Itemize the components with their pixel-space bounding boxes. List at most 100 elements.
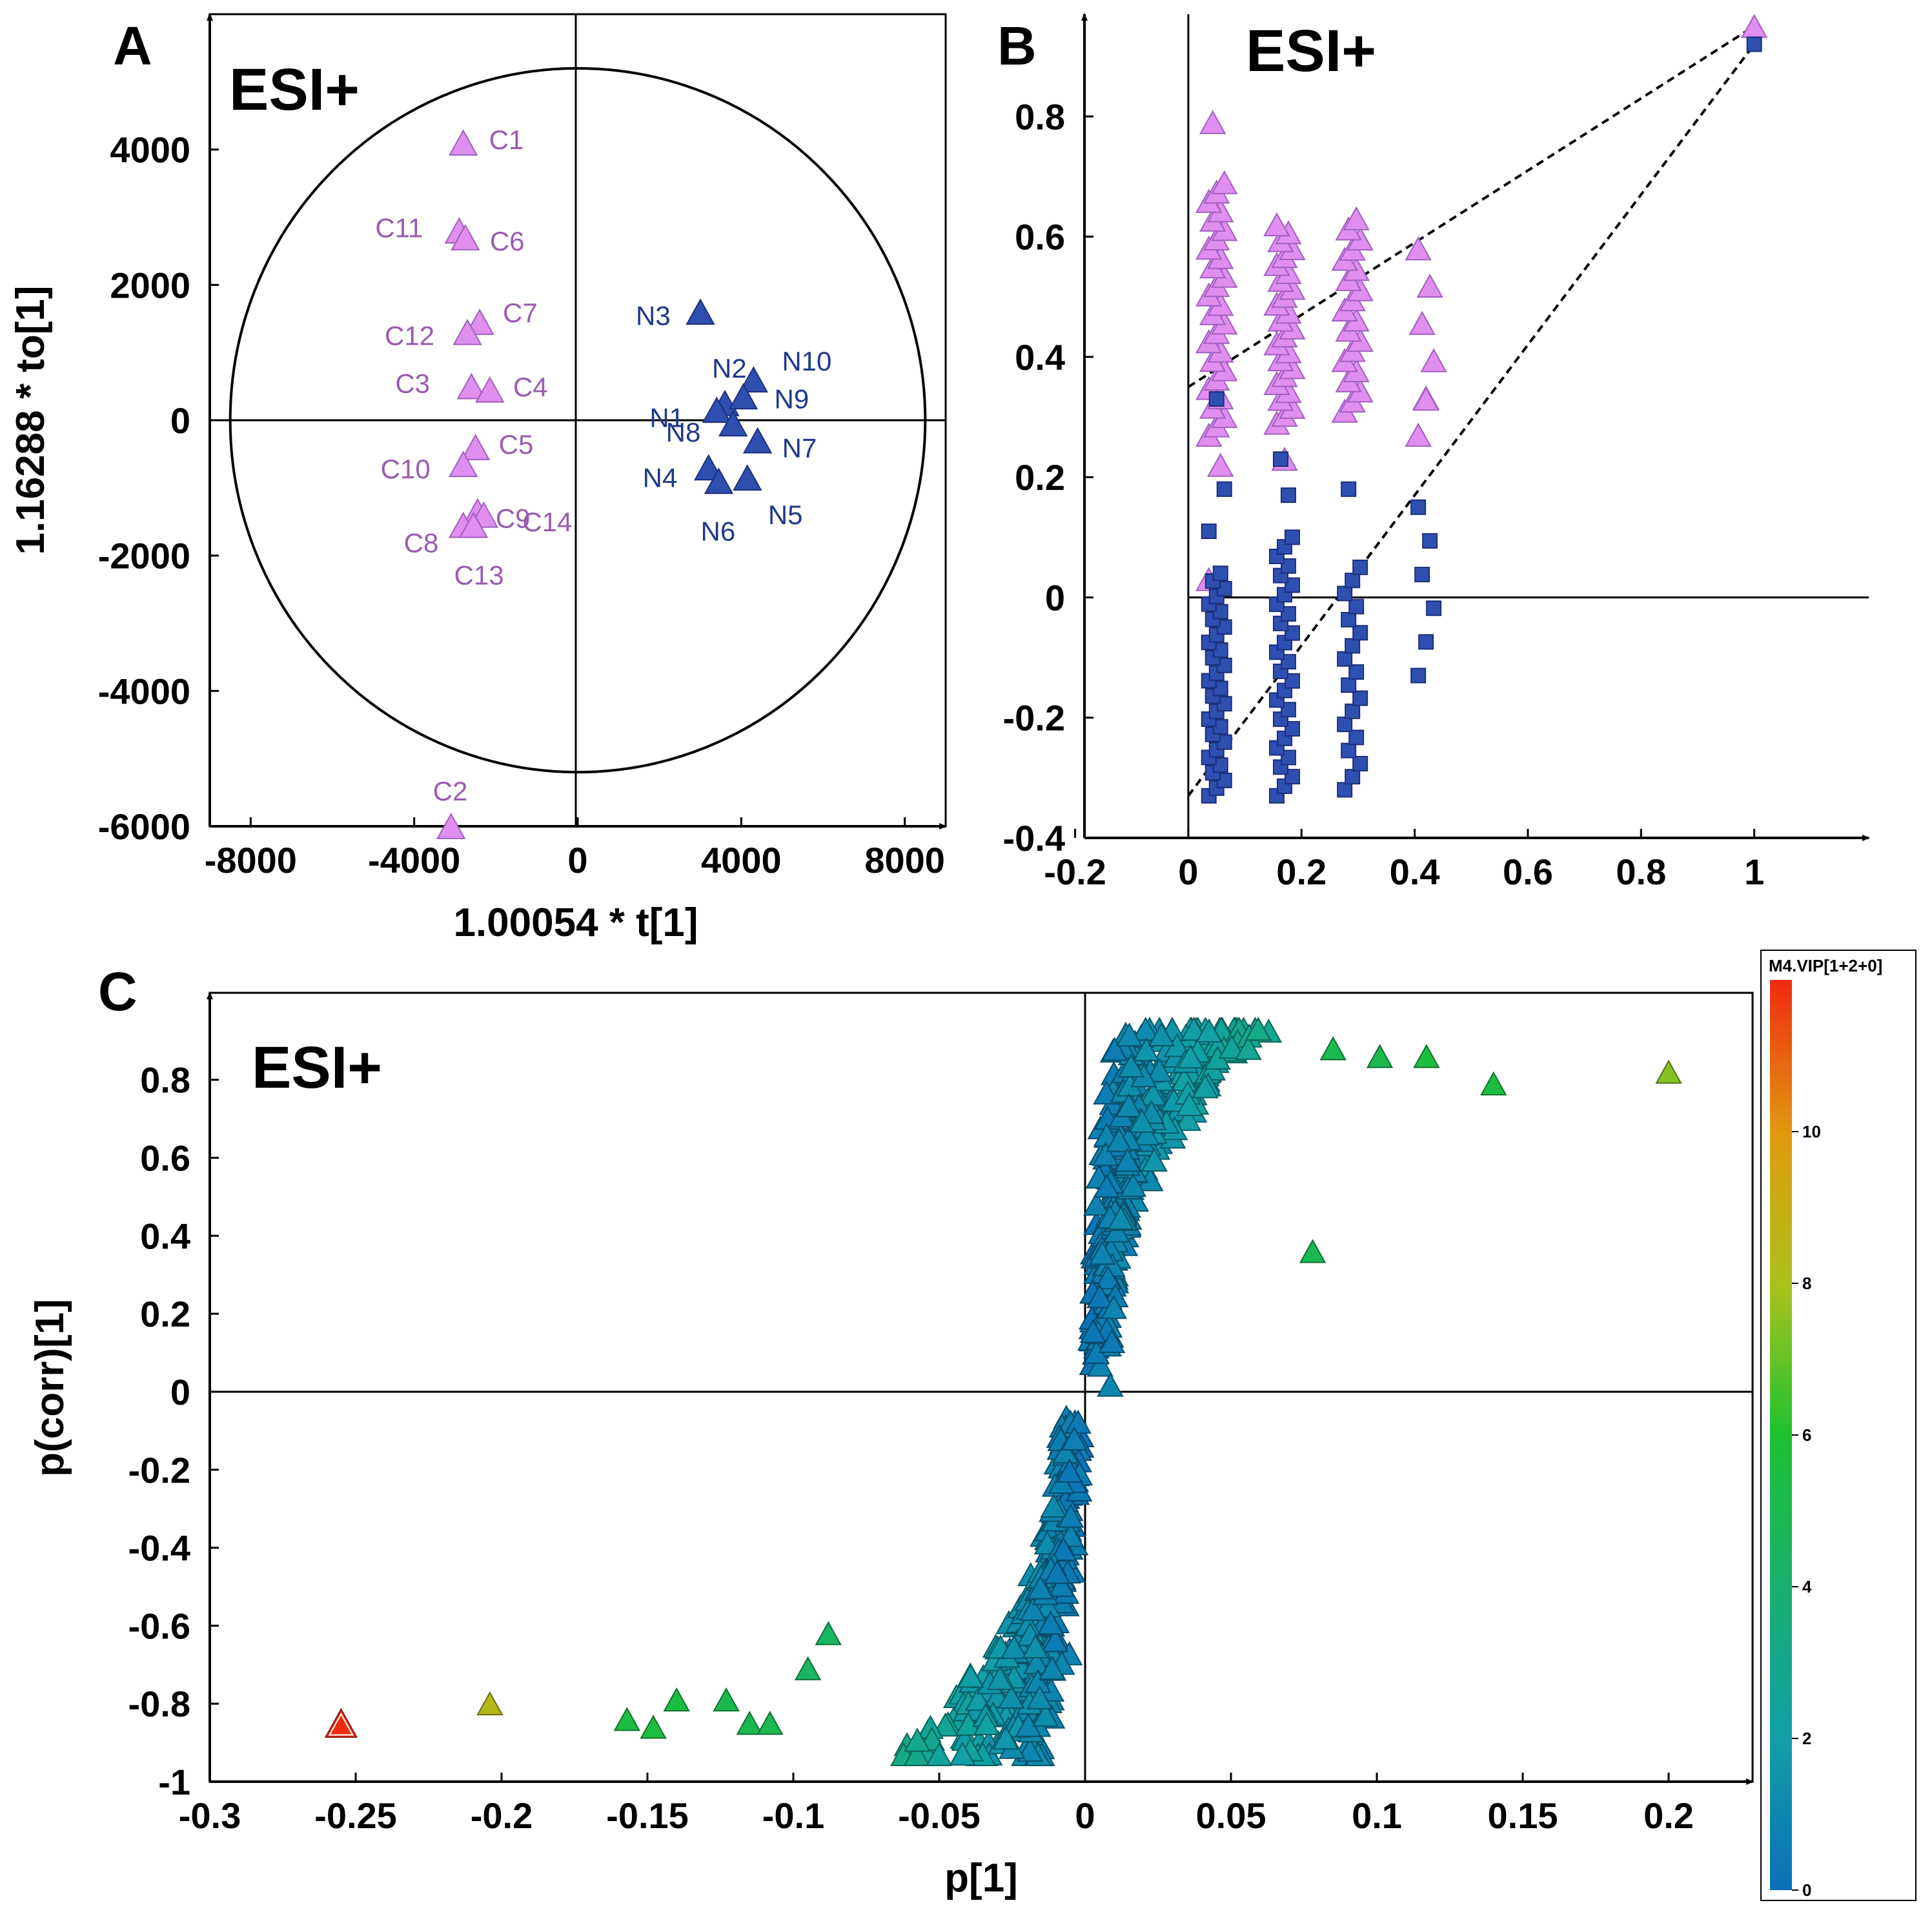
q2-point [1280, 606, 1296, 622]
panel-c-y-ticks: 0.8 0.6 0.4 0.2 0 -0.2 -0.4 -0.6 -0.8 -1 [128, 1060, 219, 1802]
score-label-N4: N4 [643, 462, 678, 493]
panel-a-x-title: 1.00054 * t[1] [453, 901, 698, 945]
panel-a-letter: A [113, 15, 152, 76]
y-tick-label: 0.4 [140, 1216, 190, 1256]
score-point-N3 [686, 298, 715, 325]
loading-point [1218, 1034, 1245, 1059]
y-tick-label: 2000 [110, 265, 190, 305]
colorbar-tick-label: 8 [1802, 1274, 1811, 1293]
panel-a: A ESI+ -8000 -4000 0 4000 8000 4000 2000 0 -200… [8, 13, 947, 945]
q2-point [1216, 481, 1232, 497]
y-tick-label: 0.8 [140, 1060, 190, 1101]
outlier-point [815, 1621, 842, 1645]
r2-point [1263, 212, 1290, 237]
loading-point [1022, 1634, 1049, 1658]
outlier-point [736, 1711, 763, 1735]
y-tick-label: 4000 [110, 130, 190, 170]
q2-point [1352, 690, 1368, 706]
score-label-N6: N6 [701, 516, 736, 546]
outlier-point [1480, 1071, 1507, 1095]
score-label-N7: N7 [782, 433, 817, 463]
score-point-C10 [448, 451, 478, 478]
r2-point [1412, 386, 1439, 411]
q2-point [1341, 742, 1357, 758]
colorbar-ticks: 10 8 6 4 2 0 [1792, 1122, 1821, 1900]
q2-point [1341, 677, 1357, 693]
q2-point [1337, 585, 1353, 602]
panel-b-esi-label: ESI+ [1246, 18, 1376, 84]
r2-point [1207, 453, 1234, 477]
score-point-N7 [742, 427, 773, 454]
loading-point [904, 1727, 931, 1752]
x-tick-label: -0.05 [898, 1795, 981, 1836]
score-point-C12 [452, 318, 482, 345]
loading-point [1056, 1458, 1083, 1483]
loading-point [998, 1684, 1025, 1709]
panel-c: C ESI+ -0.3 -0.25 -0.2 -0.15 -0.1 -0.05 0 0.05 0… [28, 950, 1917, 1901]
panel-b-letter: B [997, 15, 1037, 76]
x-tick-label: 0.2 [1643, 1795, 1694, 1836]
loading-point [1086, 1284, 1113, 1308]
x-tick-label: 0 [1178, 851, 1198, 892]
r2-point [1199, 110, 1226, 134]
outlier-point [663, 1687, 690, 1712]
score-label-N5: N5 [768, 500, 803, 530]
outlier-point [794, 1656, 822, 1680]
panel-a-y-ticks: 4000 2000 0 -2000 -4000 -6000 [98, 130, 219, 847]
loading-point [1048, 1573, 1075, 1597]
r2-anchor-point [1740, 14, 1768, 38]
q2-point [1337, 651, 1353, 667]
panel-b-zero-lines [1187, 14, 1869, 838]
score-point-N9 [728, 383, 758, 410]
loading-point [1114, 1148, 1141, 1172]
loading-point [1175, 1092, 1203, 1116]
q2-point [1414, 567, 1430, 583]
q2-point [1272, 451, 1288, 467]
score-label-C9: C9 [496, 504, 531, 534]
score-point-C2 [436, 813, 466, 839]
loading-point [1148, 1022, 1175, 1046]
loading-point [1133, 1121, 1161, 1146]
colorbar-gradient [1770, 980, 1792, 1890]
y-tick-label: -6000 [98, 806, 190, 847]
panel-a-x-ticks: -8000 -4000 0 4000 8000 [205, 817, 945, 881]
outlier-point [324, 1707, 358, 1738]
q2-point [1280, 558, 1296, 574]
score-label-N9: N9 [775, 383, 809, 414]
loading-point [1180, 1017, 1208, 1041]
outlier-point [476, 1691, 503, 1716]
outlier-point [713, 1687, 740, 1712]
outlier-point [757, 1711, 784, 1735]
outlier-point [1366, 1044, 1394, 1068]
score-label-C5: C5 [499, 429, 534, 460]
q2-point [1284, 769, 1300, 785]
y-tick-label: -1 [158, 1762, 190, 1802]
loading-point [1101, 1037, 1128, 1061]
loading-point [1037, 1610, 1064, 1635]
loading-point [949, 1741, 976, 1766]
score-label-C12: C12 [385, 321, 434, 351]
q2-point [1352, 559, 1368, 575]
score-label-C8: C8 [404, 527, 439, 558]
q2-point [1280, 749, 1296, 766]
y-tick-label: 0 [170, 400, 190, 441]
loading-point [1094, 1265, 1122, 1290]
loading-point [1119, 1172, 1147, 1197]
panel-b-regression-lines [1187, 25, 1756, 797]
y-tick-label: -0.8 [128, 1684, 191, 1724]
loading-point [1174, 1106, 1202, 1131]
q2-point [1280, 702, 1296, 718]
r2-point [1211, 170, 1238, 194]
x-tick-label: -0.25 [314, 1795, 397, 1836]
x-tick-label: 0 [567, 840, 587, 881]
score-label-C10: C10 [381, 454, 431, 484]
outlier-point [1413, 1044, 1440, 1068]
loading-point [1146, 1057, 1173, 1083]
y-tick-label: -0.4 [1003, 818, 1066, 859]
outlier-point-inner [328, 1713, 354, 1736]
x-tick-label: 0.6 [1503, 851, 1553, 892]
q2-point [1348, 598, 1365, 615]
y-tick-label: 0 [1045, 577, 1065, 618]
x-tick-label: 4000 [701, 840, 782, 881]
q2-point [1284, 625, 1300, 641]
